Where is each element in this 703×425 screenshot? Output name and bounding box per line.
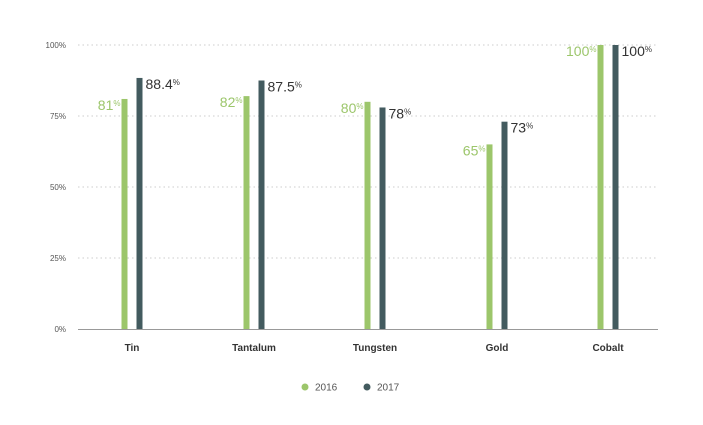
- data-label-value: 100: [622, 43, 646, 59]
- data-label-2016-tin: 81%: [98, 97, 121, 113]
- data-label-value: 73: [511, 120, 527, 136]
- data-label-2016-tantalum: 82%: [220, 94, 243, 110]
- bar-2016-tantalum: [243, 96, 250, 330]
- data-label-percent-sign: %: [404, 107, 411, 116]
- y-tick-label: 50%: [50, 183, 66, 192]
- bar-2017-tin: [136, 77, 143, 329]
- bar-2016-tin: [121, 98, 128, 330]
- bar-2017-cobalt: [612, 45, 619, 329]
- data-label-2017-gold: 73%: [511, 120, 534, 136]
- data-label-percent-sign: %: [478, 144, 485, 153]
- data-label-value: 87.5: [268, 79, 295, 95]
- data-label-value: 80: [341, 100, 357, 116]
- data-label-value: 100: [566, 43, 590, 59]
- data-label-percent-sign: %: [589, 45, 596, 54]
- legend-label-2017: 2017: [377, 383, 400, 394]
- bar-2016-cobalt: [597, 45, 604, 329]
- data-label-percent-sign: %: [295, 81, 302, 90]
- legend-marker-2017: [363, 383, 371, 391]
- bar-2017-gold: [501, 121, 508, 330]
- data-label-value: 78: [389, 105, 405, 121]
- bar-2016-tungsten: [364, 101, 371, 329]
- data-label-2017-cobalt: 100%: [622, 43, 652, 59]
- category-label-gold: Gold: [486, 343, 509, 354]
- data-label-value: 65: [463, 142, 479, 158]
- data-label-2016-tungsten: 80%: [341, 100, 364, 116]
- y-tick-label: 25%: [50, 254, 66, 263]
- data-label-2017-tungsten: 78%: [389, 105, 412, 121]
- data-label-percent-sign: %: [235, 96, 242, 105]
- category-labels: Tin Tantalum Tungsten Gold Cobalt: [125, 343, 625, 354]
- data-label-percent-sign: %: [356, 102, 363, 111]
- bar-2017-tantalum: [258, 80, 265, 329]
- category-label-tantalum: Tantalum: [232, 343, 276, 354]
- category-label-tin: Tin: [125, 343, 140, 354]
- data-label-value: 81: [98, 97, 114, 113]
- y-axis-ticks: 0% 25% 50% 75% 100%: [46, 41, 66, 334]
- data-label-percent-sign: %: [173, 78, 180, 87]
- data-label-2016-gold: 65%: [463, 142, 486, 158]
- data-label-value: 88.4: [146, 76, 173, 92]
- data-label-percent-sign: %: [113, 99, 120, 108]
- bar-2017-tungsten: [379, 107, 386, 329]
- data-label-2016-cobalt: 100%: [566, 43, 596, 59]
- data-label-value: 82: [220, 94, 236, 110]
- legend-label-2016: 2016: [315, 383, 338, 394]
- data-label-percent-sign: %: [645, 45, 652, 54]
- data-labels: 81%88.4%82%87.5%80% 78%65%73%100% 100%: [98, 43, 652, 158]
- bar-2016-gold: [486, 144, 493, 329]
- data-label-percent-sign: %: [526, 122, 533, 131]
- category-label-cobalt: Cobalt: [592, 343, 624, 354]
- bars: [121, 45, 619, 330]
- y-tick-label: 75%: [50, 112, 66, 121]
- y-tick-label: 100%: [46, 41, 66, 50]
- data-label-2017-tantalum: 87.5%: [268, 79, 302, 95]
- y-tick-label: 0%: [54, 325, 66, 334]
- category-label-tungsten: Tungsten: [353, 343, 397, 354]
- legend-marker-2016: [301, 383, 309, 391]
- data-label-2017-tin: 88.4%: [146, 76, 180, 92]
- legend: 2016 2017: [301, 383, 400, 394]
